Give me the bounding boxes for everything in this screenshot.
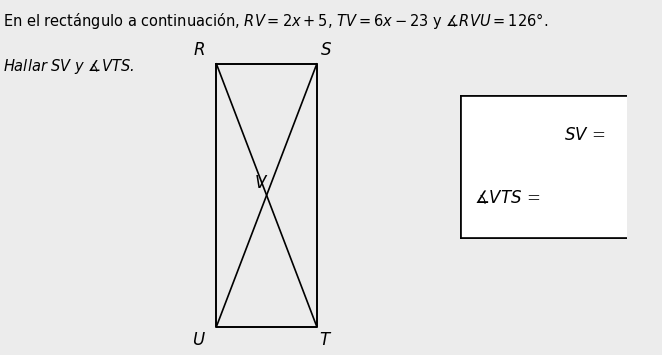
Text: $V$: $V$ xyxy=(254,175,269,192)
Text: $S$: $S$ xyxy=(320,42,332,59)
Text: Hallar $SV$ y $\measuredangle VTS$.: Hallar $SV$ y $\measuredangle VTS$. xyxy=(3,57,134,76)
Text: En el rectángulo a continuación, $RV=2x+5$, $TV=6x-23$ y $\measuredangle RVU=126: En el rectángulo a continuación, $RV=2x+… xyxy=(3,11,548,31)
Text: $T$: $T$ xyxy=(319,332,332,349)
Text: $R$: $R$ xyxy=(193,42,205,59)
Text: $\measuredangle VTS$ =: $\measuredangle VTS$ = xyxy=(475,189,541,207)
Text: $SV$ =: $SV$ = xyxy=(564,127,606,144)
Bar xyxy=(461,96,628,238)
Text: $U$: $U$ xyxy=(192,332,206,349)
